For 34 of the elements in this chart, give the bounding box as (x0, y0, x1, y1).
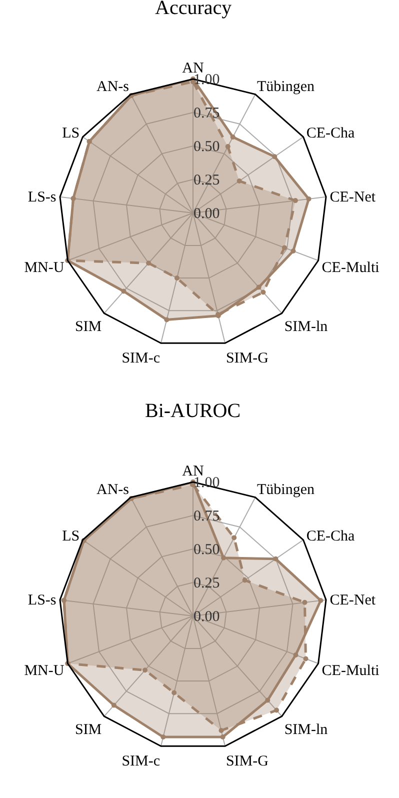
spoke-label: LS-s (28, 189, 56, 206)
spoke-label: CE-Net (330, 189, 376, 206)
spoke-label: Tübingen (257, 482, 316, 498)
chart-title: Accuracy (155, 0, 232, 19)
spoke-label: LS-s (28, 592, 56, 608)
spoke-label: AN-s (96, 78, 130, 95)
spoke-label: MN-U (24, 260, 64, 276)
spoke-label: CE-Cha (306, 125, 356, 142)
spoke-label: CE-Cha (306, 528, 356, 544)
spoke-label: SIM-c (122, 350, 160, 367)
spoke-label: AN-s (96, 482, 130, 498)
spoke-label: CE-Net (330, 592, 376, 608)
y-tick-label: 0.50 (194, 542, 220, 558)
spoke-label: CE-Multi (322, 260, 380, 276)
spoke-label: MN-U (24, 663, 64, 680)
spoke-label: SIM (74, 318, 102, 335)
spoke-label: SIM-ln (284, 722, 328, 738)
y-tick-label: 0.75 (194, 508, 220, 524)
spoke-label: LS (62, 528, 80, 544)
chart-title: Bi-AUROC (145, 400, 241, 422)
y-tick-label: 0.50 (194, 138, 220, 155)
spoke-label: LS (62, 125, 80, 142)
spoke-label: SIM (74, 722, 102, 738)
spoke-label: SIM-G (226, 350, 269, 367)
spoke-label: Tübingen (257, 78, 316, 95)
spoke-label: SIM-ln (284, 318, 328, 335)
y-tick-label: 0.25 (194, 575, 220, 592)
spoke-label: SIM-G (226, 754, 269, 770)
spoke-label: SIM-c (122, 754, 160, 770)
y-tick-label: 0.00 (194, 206, 220, 222)
spoke-label: CE-Multi (322, 663, 380, 680)
y-tick-label: 0.00 (194, 608, 220, 625)
y-tick-label: 0.25 (194, 172, 220, 188)
y-tick-label: 0.75 (194, 105, 220, 122)
